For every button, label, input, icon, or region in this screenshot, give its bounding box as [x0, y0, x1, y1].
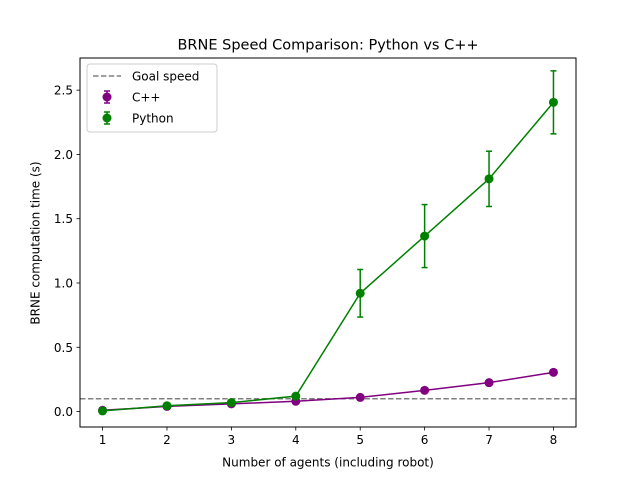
y-tick-label: 2.5: [54, 84, 73, 98]
x-tick-label: 2: [163, 433, 171, 447]
x-tick-label: 4: [292, 433, 300, 447]
y-tick-label: 0.0: [54, 405, 73, 419]
x-axis-ticks: 1 2 3 4 5 6 7 8: [99, 427, 558, 447]
legend-goal-label: Goal speed: [132, 70, 199, 84]
legend-python-marker: [102, 113, 112, 123]
legend-box: [86, 63, 218, 133]
legend-cpp-marker: [102, 92, 112, 102]
series-python: [98, 70, 558, 416]
legend-cpp-label: C++: [132, 91, 161, 105]
y-axis-label: BRNE computation time (s): [29, 161, 43, 324]
data-point-python: [291, 391, 301, 401]
y-tick-label: 1.5: [54, 212, 73, 226]
series-layer: [98, 70, 558, 416]
data-point-cpp: [420, 385, 430, 395]
x-tick-label: 8: [550, 433, 558, 447]
x-axis-label: Number of agents (including robot): [222, 456, 434, 470]
x-tick-label: 6: [421, 433, 429, 447]
data-point-python: [355, 288, 365, 298]
legend-python-label: Python: [132, 112, 174, 126]
data-point-cpp: [484, 378, 494, 388]
y-tick-label: 2.0: [54, 148, 73, 162]
data-point-python: [226, 398, 236, 408]
data-point-python: [548, 97, 558, 107]
data-point-cpp: [355, 392, 365, 402]
y-tick-label: 0.5: [54, 341, 73, 355]
y-axis-ticks: 0.0 0.5 1.0 1.5 2.0 2.5: [54, 84, 80, 419]
data-point-cpp: [548, 367, 558, 377]
x-tick-label: 1: [99, 433, 107, 447]
series-line-python: [102, 101, 555, 412]
x-tick-label: 7: [485, 433, 493, 447]
data-point-python: [484, 174, 494, 184]
axes-frame: [79, 57, 577, 428]
x-tick-label: 5: [356, 433, 364, 447]
plot-area: 1 2 3 4 5 6 7 8 0.0 0.5 1.0 1.5 2.0 2.5: [54, 57, 577, 447]
chart-title: BRNE Speed Comparison: Python vs C++: [177, 38, 478, 54]
legend: Goal speed C++ Python: [86, 63, 218, 133]
x-tick-label: 3: [228, 433, 236, 447]
data-point-python: [420, 231, 430, 241]
data-point-python: [162, 401, 172, 411]
y-tick-label: 1.0: [54, 277, 73, 291]
data-point-python: [98, 406, 108, 416]
